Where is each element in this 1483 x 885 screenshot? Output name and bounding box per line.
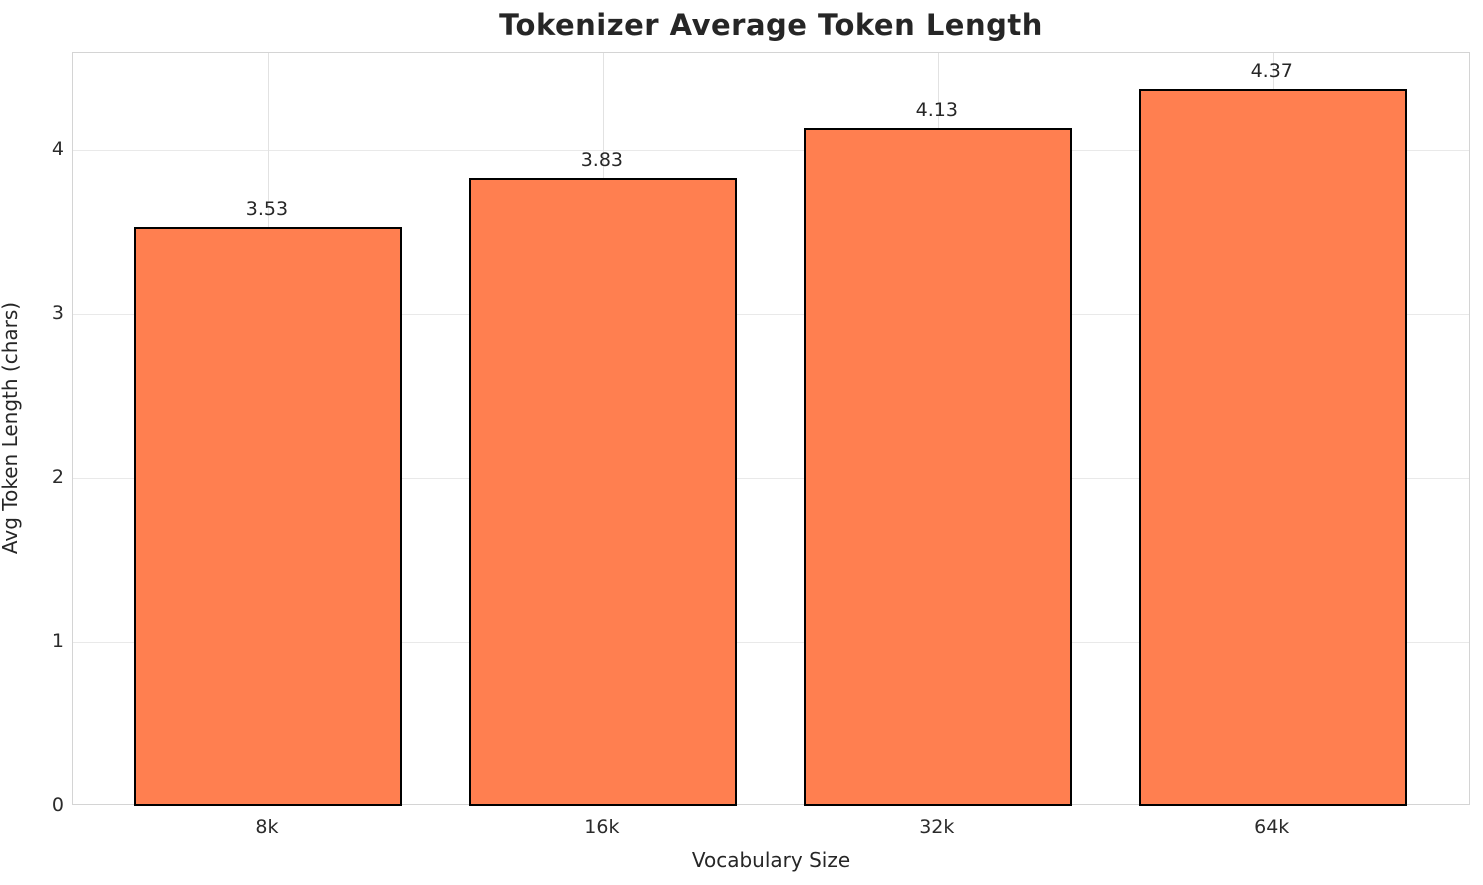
y-axis-label: Avg Token Length (chars) (0, 301, 22, 555)
y-tick-label: 3 (51, 301, 64, 324)
bar-16k (468, 177, 737, 806)
gridline-horizontal (73, 477, 1469, 479)
x-tick-label: 32k (919, 816, 955, 838)
x-axis-label: Vocabulary Size (691, 848, 851, 872)
bar-32k (803, 128, 1072, 806)
y-tick-label: 1 (51, 629, 64, 652)
bar-value-label: 3.53 (245, 197, 289, 220)
gridline-horizontal (73, 149, 1469, 151)
bar-value-label: 4.13 (915, 99, 958, 122)
x-tick-label: 16k (584, 816, 620, 838)
bar-value-label: 4.37 (1250, 60, 1293, 83)
chart-title: Tokenizer Average Token Length (499, 8, 1043, 42)
plot-area (72, 52, 1470, 806)
y-tick-label: 0 (51, 794, 64, 816)
y-tick-label: 2 (51, 465, 64, 488)
bar-64k (1138, 89, 1407, 806)
x-tick-label: 64k (1254, 816, 1290, 838)
bar-8k (133, 226, 402, 806)
x-tick-label: 8k (255, 816, 279, 838)
gridline-horizontal (73, 313, 1469, 315)
bar-value-label: 3.83 (580, 148, 624, 171)
gridline-horizontal (73, 641, 1469, 643)
y-tick-label: 4 (51, 137, 64, 160)
